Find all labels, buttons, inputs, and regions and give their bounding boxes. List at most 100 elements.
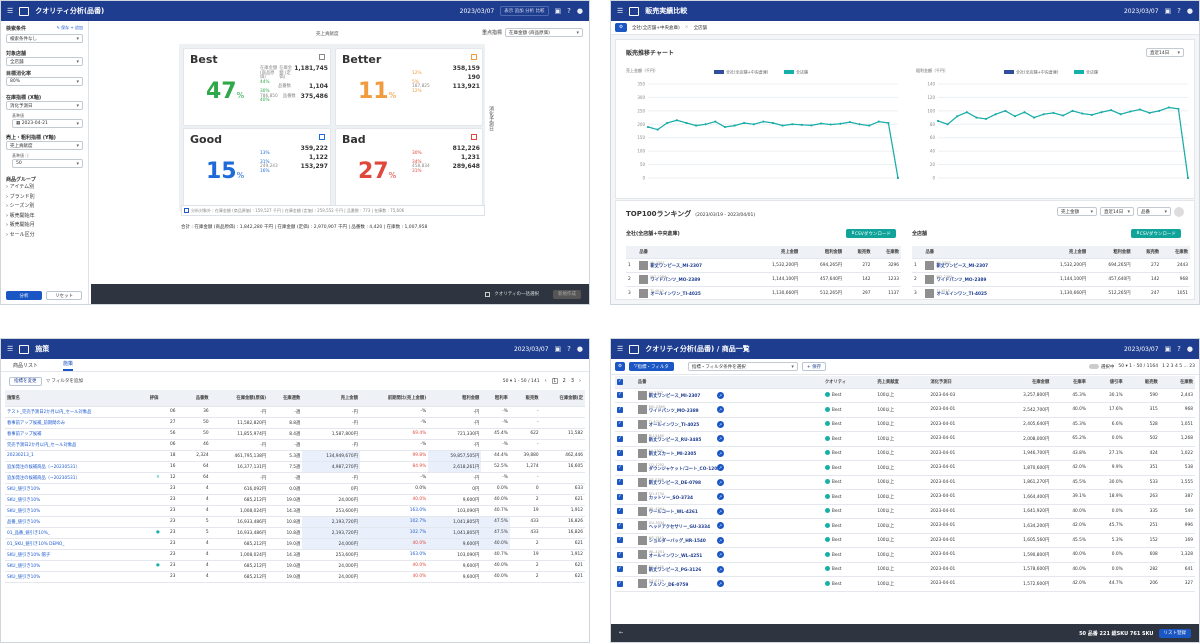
quadrant-checkbox[interactable] — [319, 134, 325, 140]
next-page-icon[interactable]: › — [579, 378, 581, 384]
header-cell[interactable]: 品番 — [635, 376, 823, 389]
help-icon[interactable]: ? — [567, 345, 571, 353]
base2-input[interactable]: 50 — [12, 159, 83, 168]
header-cell[interactable]: 値引率 — [1087, 376, 1125, 389]
detail-icon[interactable]: ↗ — [716, 478, 724, 486]
table-row[interactable]: 2 MO-2389 ワイドパンツ_MO-2389 1,144,100円 457,640円… — [912, 272, 1190, 287]
row-checkbox[interactable]: ✓ — [617, 537, 623, 544]
refresh-icon[interactable] — [1174, 207, 1184, 217]
group-item[interactable]: › シーズン別 — [6, 202, 83, 212]
product-name[interactable]: カットソー_SO-3734 — [648, 495, 693, 501]
toggle-switch[interactable] — [1088, 364, 1099, 369]
detail-icon[interactable]: ↗ — [716, 565, 724, 573]
detail-icon[interactable]: ↗ — [716, 551, 724, 559]
product-cell[interactable]: MO-2389 ワイドパンツ_MO-2389 — [637, 272, 750, 287]
table-row[interactable]: 3 TI-4025 オールインワン_TI-4025 1,130,660円 512,265… — [626, 286, 901, 299]
table-row[interactable]: ✓ PG-3126 新丈ワンピース_PG-3126 ↗ Best 100以上 2023-04… — [615, 562, 1195, 577]
add-link[interactable]: + 追加 — [70, 25, 83, 30]
row-select-cell[interactable]: ✓ — [615, 562, 636, 577]
table-row[interactable]: 追加発注の候補商品（~20230531） ✕ 12 64 -円 -週 -円 -% -円 -% - — [5, 472, 585, 484]
row-select-cell[interactable]: ✓ — [615, 417, 636, 432]
measure-name[interactable]: SKU_値引き10% 帽子 — [5, 549, 148, 561]
header-cell[interactable]: 在庫金額(原価) — [210, 390, 269, 407]
detail-icon[interactable]: ↗ — [716, 420, 724, 428]
prev-page-icon[interactable]: ‹ — [544, 378, 547, 384]
header-cell[interactable]: 在庫数 — [872, 246, 901, 259]
measure-name[interactable]: 01_SKU_値引き10% DEMO_ — [5, 538, 148, 550]
measure-name[interactable]: 品番_値引き10% — [5, 516, 148, 528]
measure-name[interactable]: SKU_値引き10% — [5, 494, 148, 506]
select-all-checkbox[interactable]: ✓ — [617, 378, 623, 385]
product-name[interactable]: 新丈スカート_MI-2305 — [648, 452, 697, 458]
product-cell[interactable]: MO-2389 ワイドパンツ_MO-2389 ↗ — [635, 402, 823, 418]
product-cell[interactable]: WL-4251 オールインワン_WL-4251 ↗ — [635, 547, 823, 563]
help-icon[interactable]: ? — [567, 7, 571, 15]
product-cell[interactable]: CO-1202 ダウンジャケット/コート_CO-1202 ↗ — [635, 460, 823, 476]
product-cell[interactable]: GU-3334 ヘッドアクセサリー_GU-3334 ↗ — [635, 518, 823, 534]
row-select-cell[interactable]: ✓ — [615, 533, 636, 548]
measure-name[interactable]: 追加発注の候補商品（~20230531） — [5, 461, 148, 473]
row-select-cell[interactable]: ✓ — [615, 460, 636, 476]
unit-select[interactable]: 品番 — [1137, 207, 1171, 216]
quadrant-card[interactable]: Better 11% 358,159 12% 190 5% 187,825 113,921 12… — [335, 48, 483, 126]
table-row[interactable]: ✓ CO-1202 ダウンジャケット/コート_CO-1202 ↗ Best 100以上 20… — [615, 460, 1195, 476]
header-cell[interactable]: 在庫数 — [1159, 376, 1195, 389]
product-cell[interactable]: PG-3126 新丈ワンピース_PG-3126 ↗ — [635, 562, 823, 577]
add-filter-button[interactable]: ▽ フィルタを追加 — [47, 378, 83, 384]
product-name[interactable]: 新丈ワンピース_RU-3485 — [648, 437, 702, 443]
table-row[interactable]: ✓ DE-0759 ブルゾン_DE-0759 ↗ Best 100以上 2023-04-01… — [615, 576, 1195, 592]
row-checkbox[interactable]: ✓ — [617, 566, 623, 573]
product-cell[interactable]: HR-1540 ショルダーバッグ_HR-1540 ↗ — [635, 533, 823, 548]
row-checkbox[interactable]: ✓ — [617, 392, 623, 399]
quadrant-card[interactable]: Bad 27% 812,226 30% 1,231 34% 458,834 289,648 31… — [335, 128, 483, 206]
detail-icon[interactable]: ↗ — [716, 435, 724, 443]
row-select-cell[interactable]: ✓ — [615, 489, 636, 505]
table-row[interactable]: 3 TI-4025 オールインワン_TI-4025 1,130,660円 512,265… — [912, 286, 1190, 299]
table-row[interactable]: 品番_値引き10% 23 5 16,933,486円 10.8週 2,193,720円 10… — [5, 516, 585, 528]
group-item[interactable]: › ブランド別 — [6, 193, 83, 203]
bulk-create-button[interactable]: 新規作成 — [553, 289, 581, 299]
stock-metric-select[interactable]: 消化予測日 — [6, 101, 83, 110]
row-checkbox[interactable]: ✓ — [617, 421, 623, 428]
quadrant-card[interactable]: Good 15% 359,222 13% 1,122 31% 249,243 153,297 1… — [183, 128, 331, 206]
table-row[interactable]: SKU_値引き10% 23 4 685,212円 19.0週 24,000円 40.0% 9,… — [5, 494, 585, 506]
measure-name[interactable]: SKU_値引き10% — [5, 483, 148, 495]
header-cell[interactable]: 在庫率 — [1051, 376, 1088, 389]
product-cell[interactable]: WL-4261 ウールコート_WL-4261 ↗ — [635, 504, 823, 519]
row-select-cell[interactable]: ✓ — [615, 388, 636, 403]
user-icon[interactable]: ● — [576, 345, 583, 353]
measure-name[interactable]: 完売予測日2か月以内_セール対象品 — [5, 439, 148, 451]
detail-icon[interactable]: ↗ — [716, 464, 724, 472]
table-row[interactable]: ✓ WL-4261 ウールコート_WL-4261 ↗ Best 100以上 2023-04-… — [615, 504, 1195, 519]
save-link[interactable]: ✎ 保存 — [56, 25, 70, 30]
row-select-cell[interactable]: ✓ — [615, 446, 636, 461]
table-row[interactable]: 1 MI-2307 新丈ワンピース_MI-2307 1,532,200円 694,265… — [626, 258, 901, 273]
view-toggle[interactable]: 表示 追加 分析 比較 — [500, 6, 549, 16]
period-select[interactable]: 直近14日 — [1146, 48, 1184, 57]
row-checkbox[interactable]: ✓ — [617, 551, 623, 558]
help-icon[interactable]: ? — [1177, 7, 1181, 15]
header-cell[interactable]: 前期間比(売上金額) — [359, 390, 429, 407]
tab-measures[interactable]: 施策 — [63, 360, 74, 371]
product-cell[interactable]: MI-2307 新丈ワンピース_MI-2307 — [923, 258, 1037, 273]
header-cell[interactable]: 評価 — [147, 390, 169, 407]
row-select-cell[interactable]: ✓ — [615, 576, 636, 592]
period2-select[interactable]: 直近14日 — [1100, 207, 1134, 216]
product-name[interactable]: ウールコート_WL-4261 — [648, 510, 698, 516]
product-name[interactable]: 新丈ワンピース_MI-2307 — [936, 264, 989, 269]
condition-select[interactable]: 検索条件なし — [6, 34, 83, 43]
row-checkbox[interactable]: ✓ — [617, 479, 623, 486]
product-cell[interactable]: TI-4025 オールインワン_TI-4025 — [637, 286, 750, 299]
table-row[interactable]: ✓ MI-2307 新丈ワンピース_MI-2307 ↗ Best 100以上 2023-04… — [615, 388, 1195, 403]
table-row[interactable]: 2 MO-2389 ワイドパンツ_MO-2389 1,144,100円 457,640円… — [626, 272, 901, 287]
header-cell[interactable]: 在庫金額(定 — [540, 390, 585, 407]
table-row[interactable]: テスト_完売予測日2か月以内_セール対象品 06 36 -円 -週 -円 -% -円 -% - — [5, 406, 585, 418]
product-name[interactable]: ブルゾン_DE-0759 — [648, 582, 689, 588]
product-cell[interactable]: TI-4025 オールインワン_TI-4025 ↗ — [635, 417, 823, 432]
product-name[interactable]: ヘッドアクセサリー_GU-3334 — [648, 524, 711, 530]
detail-icon[interactable]: ↗ — [716, 493, 724, 501]
product-cell[interactable]: TI-4025 オールインワン_TI-4025 — [923, 286, 1037, 299]
detail-icon[interactable]: ↗ — [716, 580, 724, 588]
measure-name[interactable]: 追加発注の候補商品（~20230531） — [5, 472, 148, 484]
table-row[interactable]: 20230213_1 18 2,324 461,795,138円 5.3週 134,949… — [5, 450, 585, 462]
